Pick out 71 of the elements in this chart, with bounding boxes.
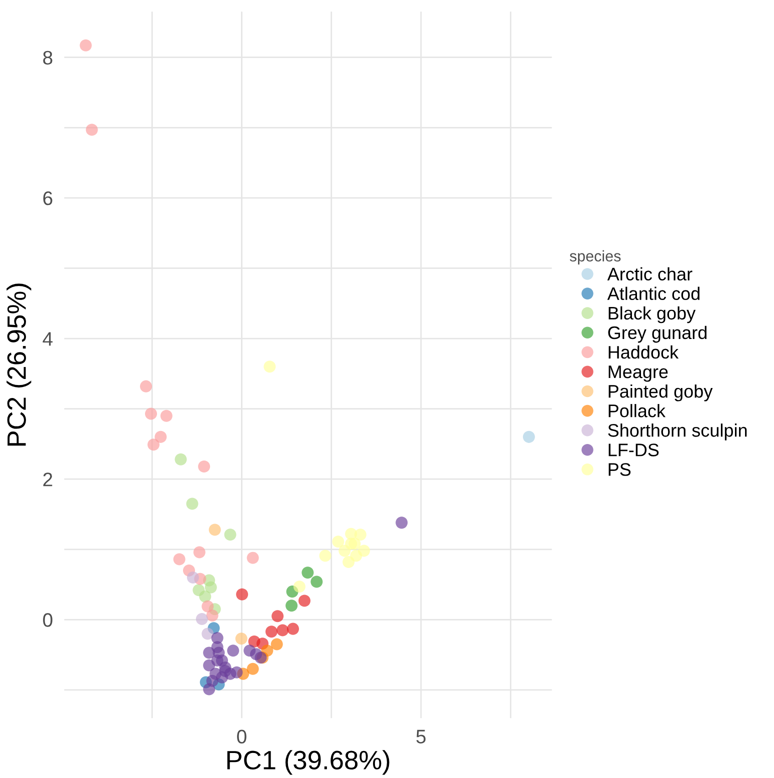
point: [154, 430, 167, 443]
point: [338, 544, 351, 557]
point: [202, 628, 214, 640]
legend-label: Grey gunard: [608, 326, 706, 343]
point: [208, 524, 221, 536]
point: [211, 641, 224, 654]
point: [350, 550, 362, 562]
point: [319, 550, 332, 562]
point: [246, 552, 259, 564]
x-axis-title: PC1 (39.68%): [227, 750, 390, 775]
point: [196, 612, 208, 625]
point: [272, 610, 284, 622]
point: [202, 600, 214, 612]
point: [265, 626, 278, 638]
legend-label: Meagre: [608, 366, 668, 382]
point: [140, 380, 152, 392]
point: [264, 360, 276, 373]
legend-label: Painted goby: [608, 384, 713, 402]
point: [236, 588, 248, 600]
point: [332, 536, 344, 548]
point: [160, 410, 172, 422]
point: [206, 609, 218, 622]
x-tick-label: 5: [416, 730, 426, 744]
point: [198, 460, 210, 472]
legend-label: Pollack: [608, 404, 666, 418]
legend-label: PS: [608, 463, 631, 476]
point: [199, 590, 212, 603]
point: [276, 624, 289, 636]
point: [203, 683, 216, 696]
point: [173, 553, 186, 566]
legend-title: species: [570, 250, 621, 265]
point: [219, 664, 232, 678]
point: [348, 538, 361, 550]
point: [270, 638, 283, 650]
point: [354, 528, 366, 541]
point: [148, 438, 160, 451]
legend-label: Shorthorn sculpin: [608, 424, 747, 440]
point: [216, 654, 228, 666]
point: [230, 666, 243, 678]
legend-label: Arctic char: [607, 267, 692, 281]
point: [286, 622, 300, 635]
point: [227, 644, 240, 657]
point: [193, 546, 206, 558]
point: [246, 662, 259, 675]
point: [298, 594, 310, 607]
point: [235, 632, 248, 645]
legend-label: Atlantic cod: [607, 286, 700, 300]
legend-label: LF-DS: [608, 444, 659, 456]
y-tick-label: 0: [43, 613, 52, 627]
point: [80, 39, 92, 52]
y-tick-label: 8: [43, 50, 52, 65]
point: [224, 528, 236, 541]
point: [396, 516, 408, 529]
y-tick-label: 6: [43, 191, 52, 206]
legend-label: Haddock: [608, 345, 679, 359]
point: [186, 572, 199, 584]
point: [310, 576, 323, 588]
point: [86, 124, 98, 136]
y-axis-title: PC2 (26.95%): [6, 284, 32, 446]
point: [286, 600, 298, 612]
point: [203, 659, 216, 672]
point: [204, 581, 217, 594]
legend-label: Black goby: [608, 306, 696, 324]
point: [186, 498, 198, 510]
y-tick-label: 2: [43, 472, 52, 486]
point: [144, 408, 158, 420]
point: [293, 580, 306, 593]
point: [522, 430, 535, 443]
y-tick-label: 4: [42, 332, 53, 346]
point: [174, 453, 187, 466]
point: [302, 566, 314, 579]
